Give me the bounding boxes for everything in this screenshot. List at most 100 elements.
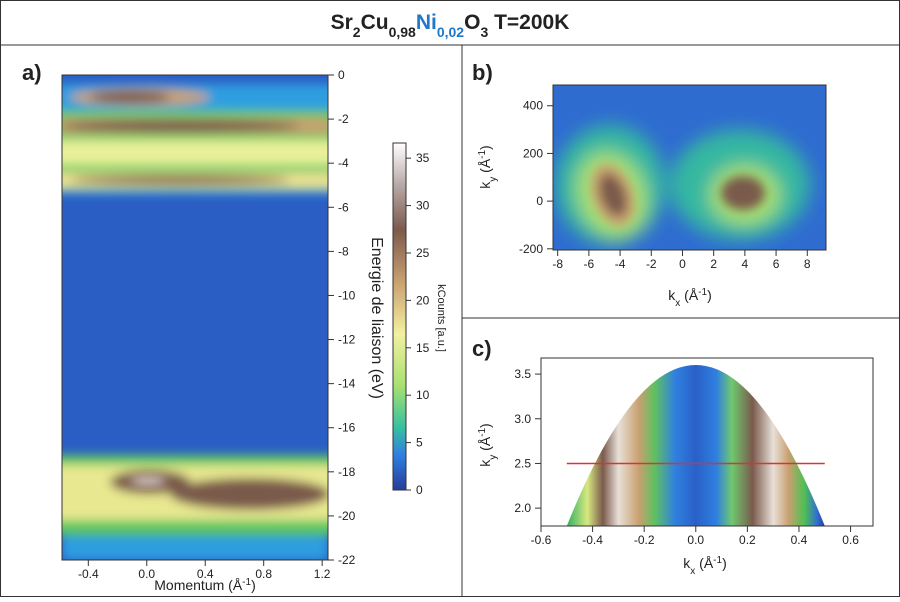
x-tick-label: 2 [710,257,717,271]
blob [721,176,765,210]
blob [599,173,627,217]
x-tick-label: 0.0 [687,533,704,547]
x-tick-label: 0.4 [791,533,808,547]
label-part: ) [707,287,712,303]
title-part: O [464,11,480,34]
y-tick-label: 0 [338,68,345,82]
label-part: (Å [477,436,493,455]
title-part: Sr [331,11,353,34]
y-tick-label: -4 [338,156,349,170]
title-part: Ni [416,11,437,34]
y-tick-label: -2 [338,112,349,126]
label-part: ) [722,555,727,571]
label-part: (Å [695,555,714,571]
colorbar-tick-label: 5 [416,436,423,450]
y-tick-label: -16 [338,421,356,435]
label-part: -1 [698,287,707,298]
title-part: 2 [353,24,361,40]
title-part: T=200K [488,11,569,34]
y-tick-label: -10 [338,288,356,302]
band [170,478,328,510]
panel-label: c) [472,336,492,361]
label-part: ) [251,577,256,593]
plot-frame [552,84,827,251]
x-tick-label: -4 [615,257,626,271]
y-tick-label: 2.5 [514,456,531,470]
axis-label: kx (Å-1) [683,555,726,577]
y-tick-label: -12 [338,333,356,347]
colorbar-label: kCounts [a.u.] [435,284,447,352]
label-part: (Å [477,158,493,177]
y-tick-label: 200 [523,146,543,160]
y-tick-label: 2.0 [514,501,531,515]
x-tick-label: 0.0 [138,567,155,581]
panel-label: b) [472,60,493,85]
label-part: -1 [477,428,488,437]
y-tick-label: 0 [536,194,543,208]
label-part: y [488,177,499,182]
label-part: -1 [242,577,251,588]
label-part: -1 [477,150,488,159]
title-part: 3 [480,24,488,40]
colorbar-tick-label: 25 [416,246,430,260]
label-part: -1 [713,555,722,566]
heatmap-image [566,365,825,526]
y-tick-label: -20 [338,509,356,523]
x-tick-label: -0.4 [582,533,603,547]
label-part: k [668,287,676,303]
x-tick-label: 0 [679,257,686,271]
y-tick-label: 3.5 [514,367,531,381]
x-tick-label: -6 [584,257,595,271]
label-part: y [488,455,499,460]
y-tick-label: -8 [338,244,349,258]
y-tick-label: -6 [338,200,349,214]
x-tick-label: -2 [646,257,657,271]
title-part: Cu [361,11,389,34]
y-tick-label: 400 [523,99,543,113]
label-part: k [683,555,691,571]
axis-label: kx (Å-1) [668,287,711,309]
title-part: 0,98 [389,24,416,40]
label-part: Momentum (Å [154,577,243,593]
x-tick-label: 6 [773,257,780,271]
colorbar-tick-label: 15 [416,341,430,355]
x-tick-label: 0.2 [739,533,756,547]
colorbar-tick-label: 20 [416,293,430,307]
label-part: x [675,298,680,309]
y-tick-label: -22 [338,553,356,567]
axis-label: Momentum (Å-1) [154,577,256,594]
plot-frame [61,74,329,561]
x-tick-label: -0.6 [531,533,552,547]
y-tick-label: -200 [519,242,543,256]
y-tick-label: -14 [338,377,356,391]
label-part: ) [477,423,493,428]
x-tick-label: -0.2 [634,533,655,547]
band [70,175,290,185]
band [130,476,166,486]
label-part: (Å [680,287,699,303]
axis-label: Energie de liaison (eV) [368,237,385,399]
colorbar-tick-label: 10 [416,388,430,402]
axis-label: ky (Å-1) [477,423,499,466]
x-tick-label: 1.2 [314,567,331,581]
band [62,140,328,165]
label-part: ) [477,145,493,150]
x-tick-label: 8 [804,257,811,271]
colorbar-tick-label: 0 [416,483,423,497]
band [62,120,300,132]
x-tick-label: 0.6 [842,533,859,547]
label-part: x [690,566,695,577]
title-part: 0,02 [437,24,464,40]
heatmap-image [62,75,328,560]
x-tick-label: 0.4 [197,567,214,581]
axis-label: ky (Å-1) [477,145,499,188]
band [90,91,170,103]
plot-frame [540,357,874,527]
colorbar-tick-label: 30 [416,199,430,213]
title: Sr2Cu0,98Ni0,02O3 T=200K [331,11,570,40]
label-part: k [477,459,493,467]
heatmap-image [553,85,826,250]
y-tick-label: -18 [338,465,356,479]
colorbar-tick-label: 35 [416,151,430,165]
